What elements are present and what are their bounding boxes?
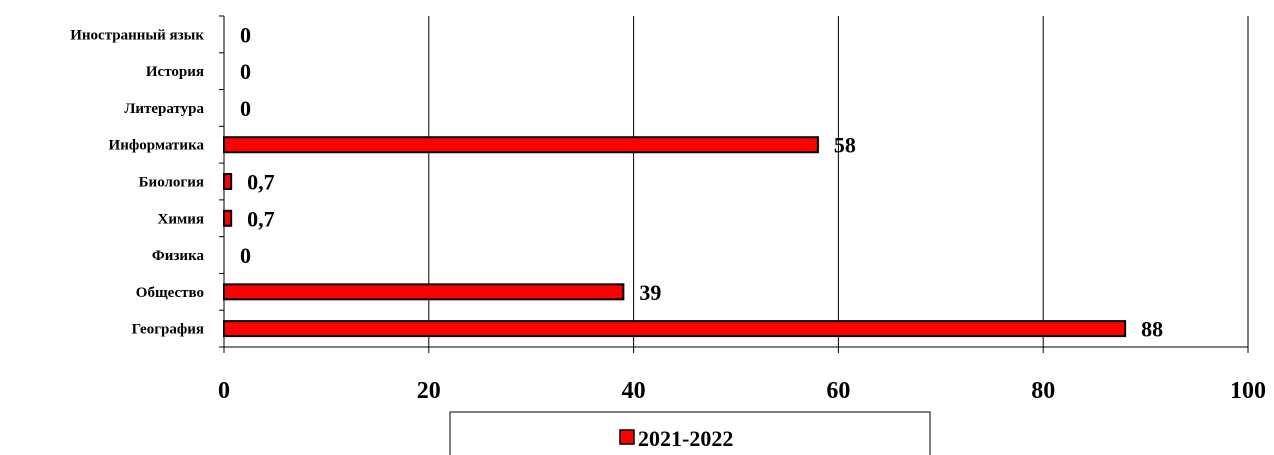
legend-box	[449, 411, 931, 455]
x-tick-label: 80	[1031, 378, 1055, 404]
bar	[223, 320, 1127, 338]
value-label: 39	[639, 280, 661, 305]
category-label: Химия	[158, 211, 204, 227]
x-tick-label: 100	[1230, 378, 1266, 404]
legend-swatch	[619, 429, 635, 445]
category-label: Биология	[139, 175, 204, 191]
value-label: 0	[240, 22, 251, 47]
category-label: История	[146, 64, 204, 80]
bars	[223, 136, 1127, 338]
value-label: 0	[240, 59, 251, 84]
bar	[223, 136, 819, 154]
legend-label: 2021-2022	[638, 426, 733, 451]
legend: 2021-2022	[449, 411, 931, 455]
x-tick-label: 0	[218, 378, 230, 404]
bar	[223, 283, 625, 301]
value-label: 0	[240, 243, 251, 268]
x-tick-label: 20	[417, 378, 441, 404]
category-labels: Иностранный язык История Литература Информа…	[70, 27, 204, 337]
category-label: Иностранный язык	[70, 27, 204, 43]
x-tick-label: 60	[826, 378, 850, 404]
value-label: 0,7	[247, 170, 275, 195]
value-label: 88	[1141, 317, 1163, 342]
bar	[223, 173, 233, 190]
category-label: Информатика	[109, 138, 205, 154]
value-label: 0,7	[247, 206, 275, 231]
value-label: 0	[240, 96, 251, 121]
axes	[219, 15, 1249, 353]
category-label: Общество	[136, 285, 204, 301]
category-label: Физика	[152, 248, 205, 264]
category-label: Литература	[124, 101, 204, 117]
bar	[223, 209, 233, 227]
category-label: География	[132, 322, 204, 338]
x-tick-label: 40	[622, 378, 646, 404]
tick-labels: 0 20 40 60 80 100	[218, 378, 1266, 404]
value-labels: 0 0 0 58 0,7 0,7 0 39 88	[240, 22, 1163, 341]
value-label: 58	[834, 133, 856, 158]
